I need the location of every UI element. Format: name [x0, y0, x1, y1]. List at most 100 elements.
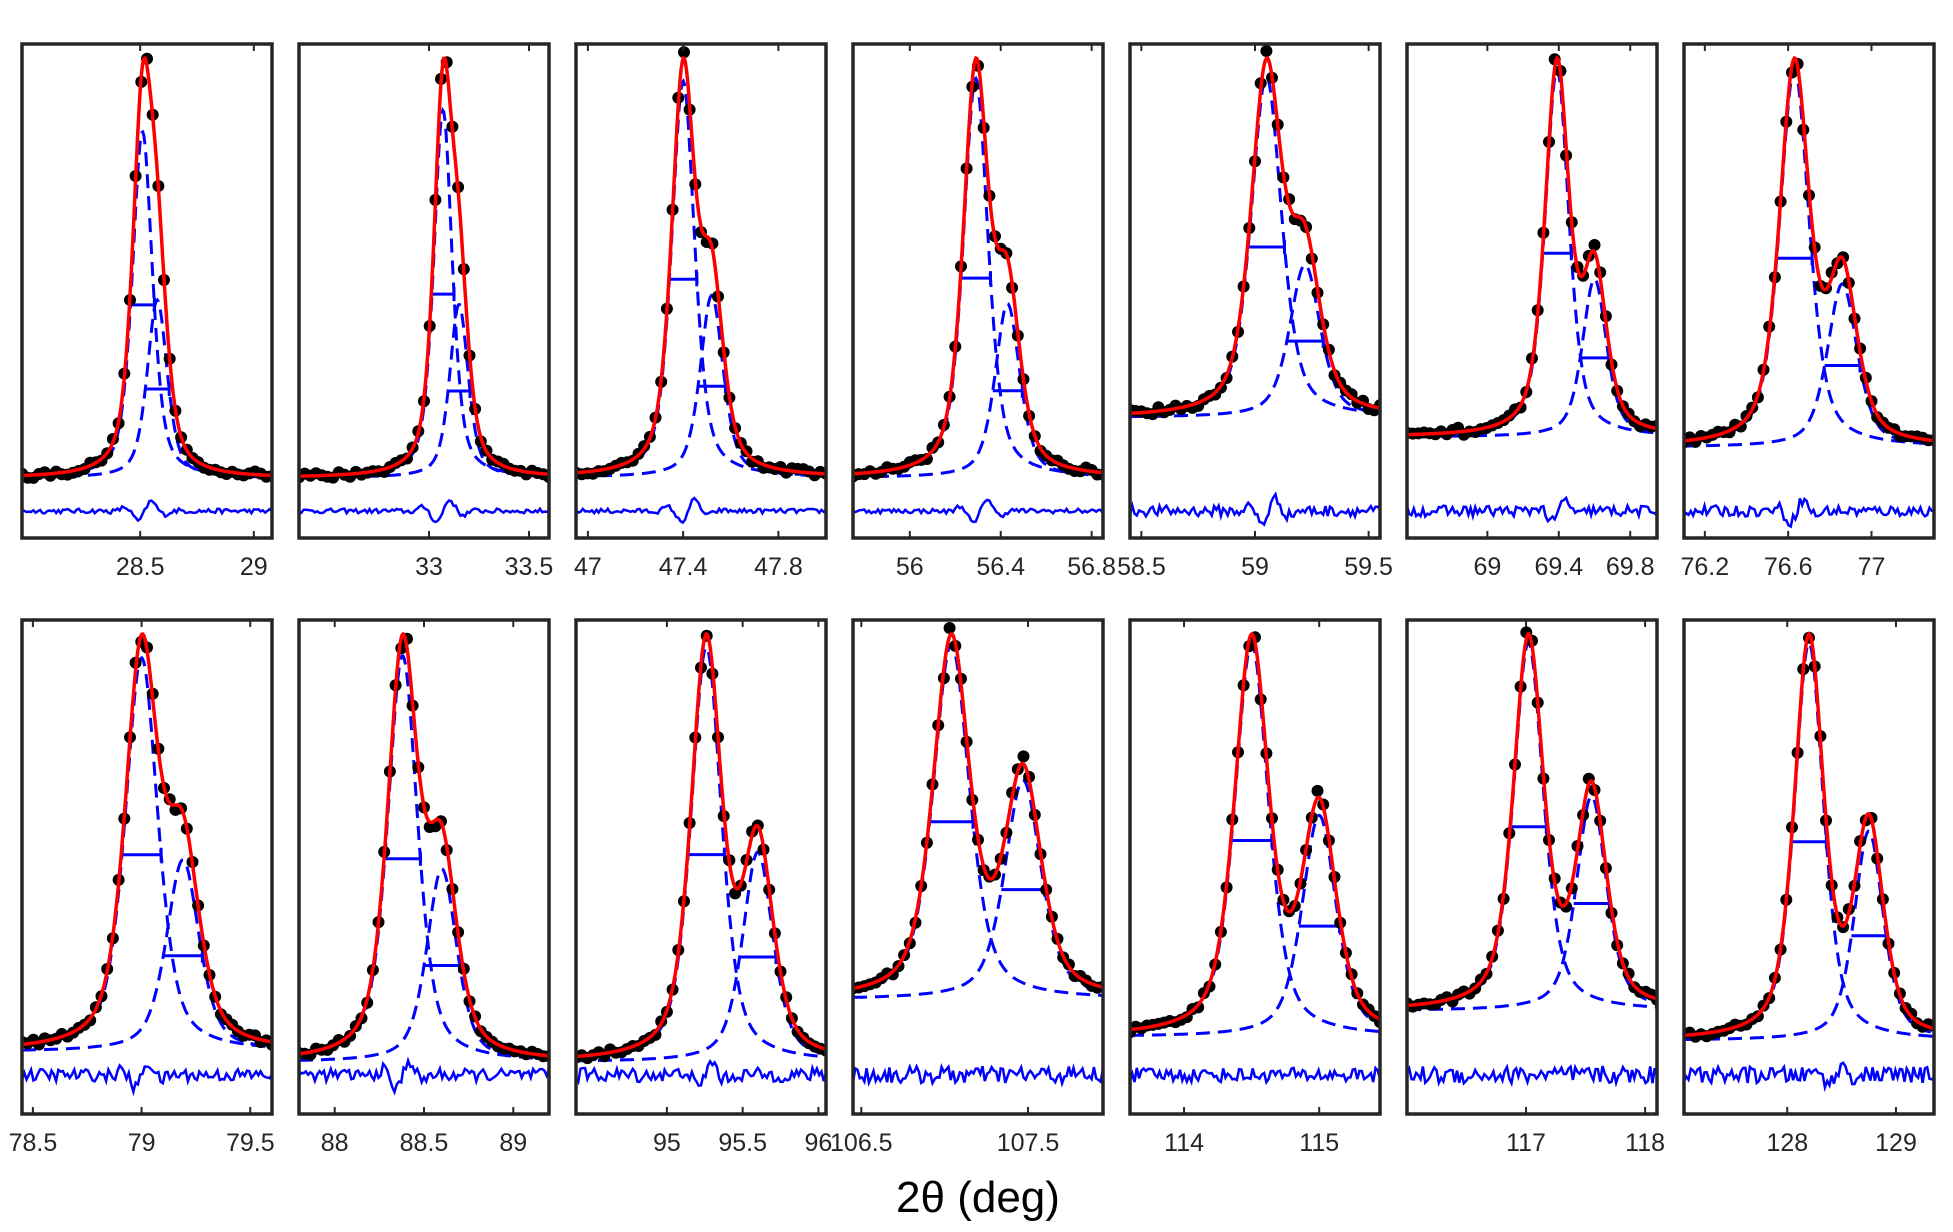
- fit-curve: [1407, 631, 1657, 1008]
- observed-points: [1407, 626, 1657, 1013]
- residual-curve: [576, 1058, 826, 1088]
- component-curve-1: [1407, 66, 1657, 437]
- residual-curve: [1130, 1065, 1380, 1086]
- observed-point: [920, 453, 933, 465]
- axes-frame: [297, 42, 551, 540]
- x-tick-label: 77: [1858, 553, 1886, 581]
- residual-curve: [1684, 496, 1934, 529]
- axes-frame: [851, 42, 1105, 540]
- observed-point: [943, 622, 956, 634]
- fwhm-marker-1: [1542, 246, 1573, 261]
- panel-peak-56-4: 56 56.4 56.8: [851, 42, 1116, 581]
- axes-frame: [1682, 42, 1936, 540]
- fwhm-marker-2: [1824, 358, 1862, 373]
- component-curve-2: [1684, 282, 1934, 448]
- x-tick-label: 128: [1766, 1129, 1808, 1157]
- panel-peak-107-5: 106.5 107.5: [830, 618, 1105, 1157]
- panel-peak-88-5: 88 88.5 89: [297, 618, 551, 1157]
- panel-peak-115: 114 115: [1128, 618, 1382, 1157]
- observed-points: [576, 629, 826, 1065]
- x-tick-label: 69.8: [1606, 553, 1655, 581]
- panel-peak-95-5: 95 95.5 96: [574, 618, 832, 1157]
- panel-peak-76-6: 76.2 76.6 77: [1680, 42, 1936, 581]
- observed-points: [1130, 45, 1380, 421]
- x-tick-label: 47.8: [754, 553, 803, 581]
- panel-grid: 28.5 29 33 33.5 47 47.4 47.8 56 56.4 56.8 58.5 59 59…: [9, 42, 1936, 1157]
- fwhm-marker-1: [384, 851, 422, 866]
- panel-peak-33: 33 33.5: [297, 42, 554, 581]
- fit-curve: [1130, 56, 1380, 416]
- x-tick-label: 95.5: [718, 1129, 767, 1157]
- fwhm-marker-2: [163, 948, 204, 963]
- fwhm-marker-2: [1580, 350, 1611, 365]
- fit-curve: [1407, 55, 1657, 437]
- x-tick-label: 59: [1241, 553, 1269, 581]
- x-tick-label: 47: [574, 553, 602, 581]
- component-curve-1: [299, 654, 549, 1061]
- axes-frame: [1405, 42, 1659, 540]
- x-tick-label: 78.5: [9, 1129, 58, 1157]
- fit-curve: [576, 631, 826, 1059]
- fwhm-marker-1: [929, 814, 975, 829]
- component-curve-1: [299, 106, 549, 479]
- x-tick-label: 29: [240, 553, 268, 581]
- fwhm-marker-1: [1231, 833, 1274, 848]
- observed-point: [1017, 750, 1030, 763]
- axes-frame: [20, 618, 274, 1116]
- observed-point: [1311, 784, 1324, 797]
- observed-point: [1560, 900, 1573, 913]
- observed-point: [649, 1028, 662, 1041]
- fwhm-marker-1: [669, 272, 699, 287]
- fit-curve: [1130, 631, 1380, 1032]
- observed-points: [299, 632, 549, 1063]
- x-tick-label: 107.5: [997, 1129, 1060, 1157]
- fwhm-marker-1: [1776, 251, 1814, 266]
- fit-curve: [299, 56, 549, 478]
- panel-peak-128-5: 128 129: [1682, 618, 1936, 1157]
- residual-curve: [1407, 1063, 1657, 1088]
- residual-curve: [853, 498, 1103, 524]
- component-curve-1: [1130, 642, 1380, 1034]
- component-curve-2: [1684, 829, 1934, 1041]
- panel-peak-69-4: 69 69.4 69.8: [1405, 42, 1659, 581]
- observed-points: [299, 56, 549, 484]
- panel-peak-117-5: 117 118: [1405, 618, 1665, 1157]
- fit-curve: [22, 55, 272, 478]
- fwhm-marker-1: [961, 271, 992, 286]
- axes-frame: [851, 618, 1105, 1116]
- x-tick-label: 115: [1299, 1129, 1339, 1157]
- component-curve-1: [22, 655, 272, 1049]
- observed-point: [1260, 45, 1273, 57]
- x-tick-label: 56: [896, 553, 924, 581]
- observed-points: [1684, 631, 1934, 1043]
- fwhm-marker-1: [688, 847, 726, 862]
- x-tick-label: 28.5: [116, 553, 165, 581]
- observed-point: [1588, 239, 1601, 251]
- fwhm-marker-2: [1851, 928, 1888, 943]
- panel-peak-79: 78.5 79 79.5: [9, 618, 275, 1157]
- fwhm-marker-2: [1001, 882, 1047, 897]
- axes-frame: [1682, 618, 1936, 1116]
- x-tick-label: 33.5: [505, 553, 554, 581]
- residual-curve: [22, 499, 272, 523]
- x-tick-label: 95: [653, 1129, 681, 1157]
- residual-curve: [299, 499, 549, 524]
- fwhm-marker-1: [1791, 834, 1828, 849]
- residual-curve: [853, 1063, 1103, 1088]
- panel-peak-59: 58.5 59 59.5: [1117, 42, 1393, 581]
- x-tick-label: 76.6: [1764, 553, 1813, 581]
- component-curve-1: [853, 642, 1103, 997]
- axes-frame: [1128, 42, 1382, 540]
- component-curve-1: [1407, 641, 1657, 1009]
- fit-curve: [853, 632, 1103, 991]
- residual-curve: [1130, 491, 1380, 527]
- component-curve-1: [1684, 67, 1934, 446]
- panel-peak-28-5: 28.5 29: [20, 42, 274, 581]
- fit-curve: [22, 632, 272, 1047]
- component-curve-1: [1130, 74, 1380, 416]
- x-axis-label: 2θ (deg): [896, 1173, 1060, 1222]
- axes-frame: [1405, 618, 1659, 1116]
- axes-frame: [574, 618, 828, 1116]
- fit-curve: [853, 55, 1103, 476]
- x-tick-label: 69: [1473, 553, 1501, 581]
